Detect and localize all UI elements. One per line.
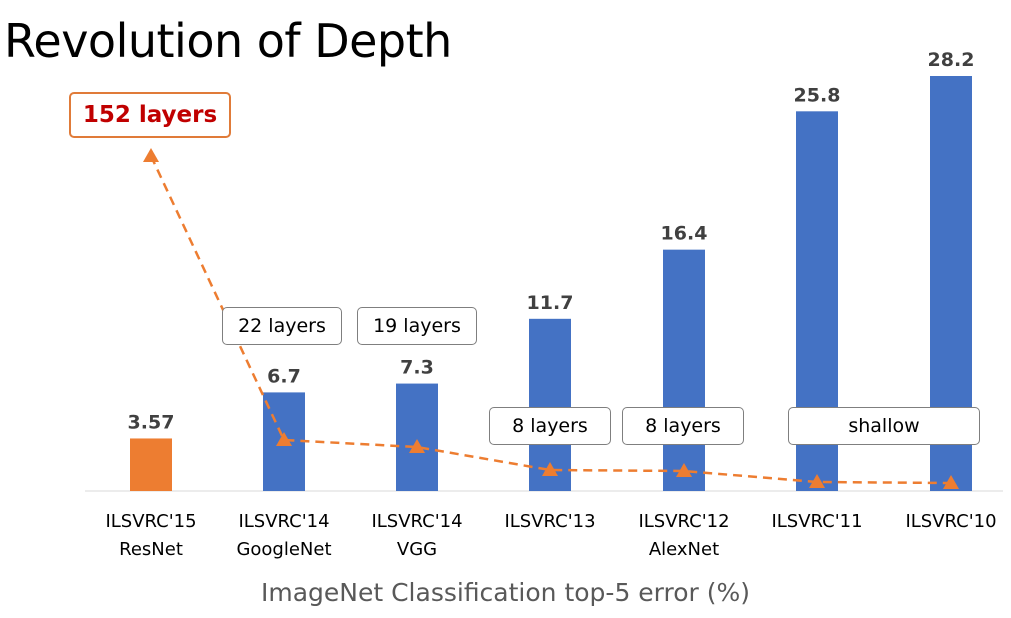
depth-marker <box>542 462 558 476</box>
depth-marker <box>809 474 825 488</box>
bar-value-label: 16.4 <box>661 223 708 245</box>
layers-box: 152 layers <box>69 92 231 138</box>
bar-value-label: 3.57 <box>128 411 175 433</box>
category-label: ILSVRC'11 <box>771 511 862 532</box>
layers-box: 8 layers <box>489 407 611 445</box>
bar <box>663 249 705 491</box>
category-label: ILSVRC'13 <box>504 511 595 532</box>
category-label: GoogleNet <box>236 539 331 560</box>
bar-value-label: 11.7 <box>527 292 574 314</box>
category-label: ILSVRC'12 <box>638 511 729 532</box>
layers-box: 19 layers <box>357 307 477 345</box>
bar <box>130 438 172 491</box>
depth-marker <box>676 463 692 477</box>
category-label: ResNet <box>119 539 183 560</box>
layers-box: 8 layers <box>622 407 744 445</box>
depth-marker <box>409 439 425 453</box>
bar-value-label: 25.8 <box>794 84 841 106</box>
depth-marker <box>943 475 959 489</box>
category-label: VGG <box>397 539 437 560</box>
bar-value-label: 7.3 <box>400 357 434 379</box>
x-axis-title: ImageNet Classification top-5 error (%) <box>260 578 751 607</box>
bar-value-label: 28.2 <box>928 49 975 71</box>
layers-box: 22 layers <box>222 307 342 345</box>
bar-value-label: 6.7 <box>267 365 301 387</box>
category-label: ILSVRC'15 <box>105 511 196 532</box>
depth-marker <box>276 432 292 446</box>
category-label: ILSVRC'14 <box>238 511 329 532</box>
category-label: ILSVRC'10 <box>905 511 996 532</box>
page-title: Revolution of Depth <box>4 14 452 68</box>
category-label: ILSVRC'14 <box>371 511 462 532</box>
bar <box>396 383 438 491</box>
layers-box: shallow <box>788 407 980 445</box>
category-label: AlexNet <box>649 539 719 560</box>
depth-marker <box>143 148 159 162</box>
